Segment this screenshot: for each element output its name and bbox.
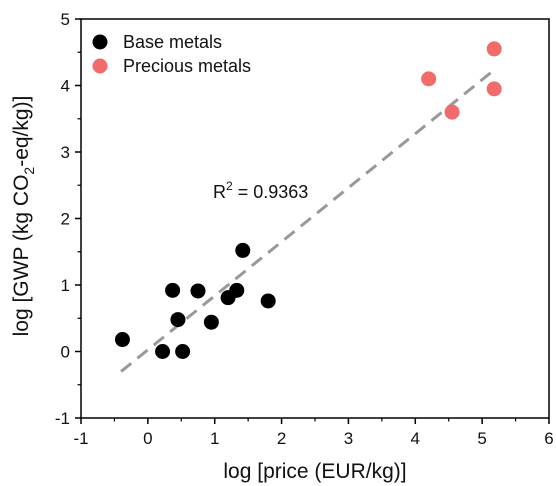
x-tick-label: 4 (411, 429, 420, 448)
y-tick-label: -1 (55, 409, 70, 428)
data-point-base-metals (114, 332, 130, 348)
x-tick-label: 0 (143, 429, 152, 448)
legend-marker-precious-metals (92, 58, 108, 74)
x-tick-label: 5 (477, 429, 486, 448)
data-point-precious-metals (486, 81, 502, 97)
regression-line (120, 67, 497, 373)
legend-label-base-metals: Base metals (123, 32, 222, 52)
data-point-precious-metals (421, 71, 437, 87)
y-tick-label: 4 (61, 77, 70, 96)
y-tick-label: 1 (61, 276, 70, 295)
data-point-base-metals (203, 314, 219, 330)
y-tick-label: 2 (61, 210, 70, 229)
x-axis-title: log [price (EUR/kg)] (223, 460, 406, 483)
data-point-base-metals (175, 344, 191, 359)
data-point-base-metals (229, 282, 245, 298)
y-axis-title-post: -eq/kg)] (10, 96, 33, 167)
legend-marker-base-metals (92, 34, 108, 50)
data-point-precious-metals (444, 104, 460, 120)
data-point-precious-metals (486, 41, 502, 57)
y-axis-title-pre: log [GWP (kg CO (10, 175, 33, 337)
y-tick-label: 5 (61, 10, 70, 29)
x-tick-label: 2 (277, 429, 286, 448)
r-squared-label: R (213, 182, 226, 202)
x-tick-label: -1 (73, 429, 88, 448)
r-squared-value: = 0.9363 (233, 182, 309, 202)
y-tick-label: 0 (61, 343, 70, 362)
data-point-base-metals (235, 242, 251, 258)
fit-line-group (120, 67, 497, 373)
legend-label-precious-metals: Precious metals (123, 56, 251, 76)
x-tick-label: 1 (210, 429, 219, 448)
r-squared-superscript: 2 (226, 179, 233, 193)
legend: Base metals Precious metals (92, 32, 251, 76)
data-points (114, 41, 502, 359)
data-point-base-metals (155, 344, 171, 359)
y-axis-title-sub: 2 (21, 167, 37, 175)
y-axis-title: log [GWP (kg CO2-eq/kg)] (10, 96, 37, 337)
x-tick-label: 3 (344, 429, 353, 448)
data-point-base-metals (190, 283, 206, 299)
x-tick-label: 6 (544, 429, 553, 448)
plot-frame (80, 18, 550, 419)
data-point-base-metals (170, 312, 186, 328)
y-tick-label: 3 (61, 143, 70, 162)
data-point-base-metals (260, 293, 276, 309)
r-squared-annotation: R2 = 0.9363 (213, 179, 308, 202)
axes: -1 0 1 2 3 4 5 6 -1 0 1 2 3 4 5 (55, 10, 554, 448)
data-point-base-metals (165, 282, 181, 298)
